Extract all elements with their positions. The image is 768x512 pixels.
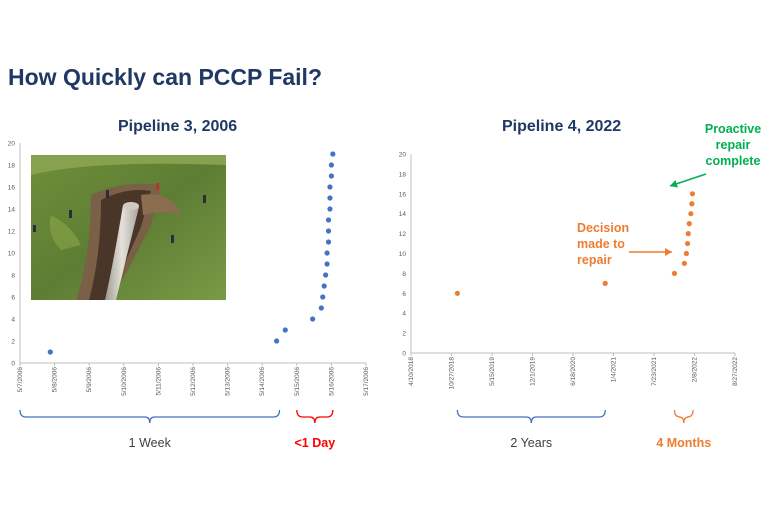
chart-2-y-tick-label: 14: [399, 211, 407, 218]
chart-2-data-point: [685, 231, 691, 237]
chart-1-data-point: [325, 228, 332, 234]
chart-2-y-tick-label: 2: [402, 331, 406, 338]
chart-2-data-point: [689, 191, 696, 197]
chart-2-y-tick-label: 8: [402, 271, 406, 278]
chart-1-data-point: [328, 173, 334, 179]
chart-1-y-tick-label: 14: [8, 207, 16, 214]
chart-1-x-tick-label: 5/15/2006: [294, 367, 301, 396]
chart-1-x-tick-label: 5/11/2006: [155, 367, 162, 396]
chart-2-x-tick-label: 6/18/2020: [570, 357, 577, 386]
chart-1-data-point: [323, 272, 329, 278]
chart-1-data-point: [330, 151, 336, 157]
chart-2-bracket: [673, 409, 694, 424]
chart-1-x-tick-label: 5/9/2006: [86, 367, 93, 393]
chart-2-annotation-text: repair: [577, 253, 612, 267]
chart-2-data-point: [681, 260, 687, 267]
chart-1-x-tick-label: 5/8/2006: [52, 367, 59, 393]
chart-1-data-point: [274, 338, 280, 344]
chart-1-y-tick-label: 16: [8, 185, 16, 192]
pipeline-photo-icon: [31, 155, 226, 300]
chart-1-y-tick-label: 0: [11, 361, 15, 368]
chart-2-data-point: [454, 290, 460, 296]
chart-1-data-point: [327, 195, 333, 201]
chart-2-annotation-arrowhead-icon: [665, 248, 672, 256]
chart-2-bracket: [456, 409, 606, 424]
chart-1-data-point: [324, 250, 330, 256]
chart-2-title: Pipeline 4, 2022: [502, 118, 622, 135]
chart-2-x-tick-label: 10/27/2018: [449, 357, 456, 390]
chart-1-x-tick-label: 5/13/2006: [225, 367, 232, 396]
chart-2-y-tick-label: 12: [399, 231, 407, 238]
chart-2-x-tick-label: 5/15/2019: [489, 357, 496, 386]
chart-2-y-tick-label: 16: [399, 191, 407, 198]
chart-1-y-tick-label: 8: [11, 273, 15, 280]
chart-1-data-point: [327, 206, 333, 212]
chart-1-data-point: [325, 217, 332, 223]
chart-2-x-tick-label: 7/23/2021: [651, 357, 658, 386]
chart-2-x-tick-label: 1/4/2021: [611, 357, 618, 383]
chart-2-x-tick-label: 12/1/2019: [530, 357, 537, 386]
chart-1-y-tick-label: 2: [11, 339, 15, 346]
chart-2-annotation-text: Proactive: [705, 122, 761, 136]
chart-2-data-point: [686, 221, 692, 227]
chart-1-x-tick-label: 5/17/2006: [363, 367, 370, 396]
chart-2-x-tick-label: 4/10/2018: [408, 357, 415, 386]
chart-1-y-tick-label: 6: [11, 295, 15, 302]
chart-1-data-point: [282, 327, 288, 333]
chart-1-bracket-label: <1 Day: [294, 436, 335, 450]
chart-2-x-tick-label: 2/8/2022: [692, 357, 699, 383]
chart-1-x-tick-label: 5/10/2006: [121, 367, 128, 396]
chart-1-bracket: [19, 409, 281, 424]
chart-1-bracket-label: 1 Week: [129, 436, 172, 450]
chart-1-data-point: [328, 162, 334, 168]
chart-2-y-tick-label: 20: [399, 152, 407, 159]
chart-2-data-point: [685, 240, 691, 247]
chart-1-data-point: [318, 305, 324, 311]
chart-2-annotation-text: complete: [706, 154, 761, 168]
chart-1-data-point: [321, 283, 327, 289]
chart-1-y-tick-label: 12: [8, 229, 16, 236]
pipeline-failure-photo: [31, 155, 226, 300]
chart-1-data-point: [325, 239, 332, 245]
chart-2-data-point: [689, 201, 695, 207]
chart-1-data-point: [327, 184, 333, 190]
chart-1-y-tick-label: 10: [8, 251, 16, 258]
chart-1-y-tick-label: 20: [8, 141, 16, 148]
chart-2-data-point: [671, 270, 678, 276]
chart-2-y-tick-label: 6: [402, 291, 406, 298]
page-title: How Quickly can PCCP Fail?: [8, 64, 322, 90]
chart-1-x-tick-label: 5/16/2006: [328, 367, 335, 396]
chart-2-data-point: [688, 211, 694, 217]
chart-2-bracket-label: 4 Months: [656, 436, 711, 450]
chart-1-data-point: [310, 316, 316, 322]
chart-2-y-tick-label: 0: [402, 351, 406, 358]
chart-2-annotation-text: Decision: [577, 221, 629, 235]
chart-2-annotation-text: made to: [577, 237, 625, 251]
chart-2-data-point: [683, 250, 690, 257]
chart-2-annotation-arrowhead-icon: [670, 179, 678, 188]
chart-1-y-tick-label: 4: [11, 317, 15, 324]
chart-1-x-tick-label: 5/12/2006: [190, 367, 197, 396]
chart-2-x-tick-label: 8/27/2022: [732, 357, 739, 386]
chart-2-y-tick-label: 4: [402, 311, 406, 318]
chart-1-y-tick-label: 18: [8, 163, 16, 170]
chart-1-data-point: [320, 294, 326, 300]
chart-1-data-point: [47, 349, 53, 355]
chart-2-bracket-label: 2 Years: [510, 436, 552, 450]
chart-2-annotation-text: repair: [716, 138, 751, 152]
chart-2-y-tick-label: 18: [399, 171, 407, 178]
chart-1-title: Pipeline 3, 2006: [118, 118, 238, 135]
chart-1-bracket: [296, 409, 334, 424]
chart-1-x-tick-label: 5/14/2006: [259, 367, 266, 396]
chart-2-data-point: [602, 280, 608, 286]
chart-1-data-point: [324, 261, 330, 267]
chart-2-y-tick-label: 10: [399, 251, 407, 258]
chart-1-x-tick-label: 5/7/2006: [17, 367, 24, 393]
